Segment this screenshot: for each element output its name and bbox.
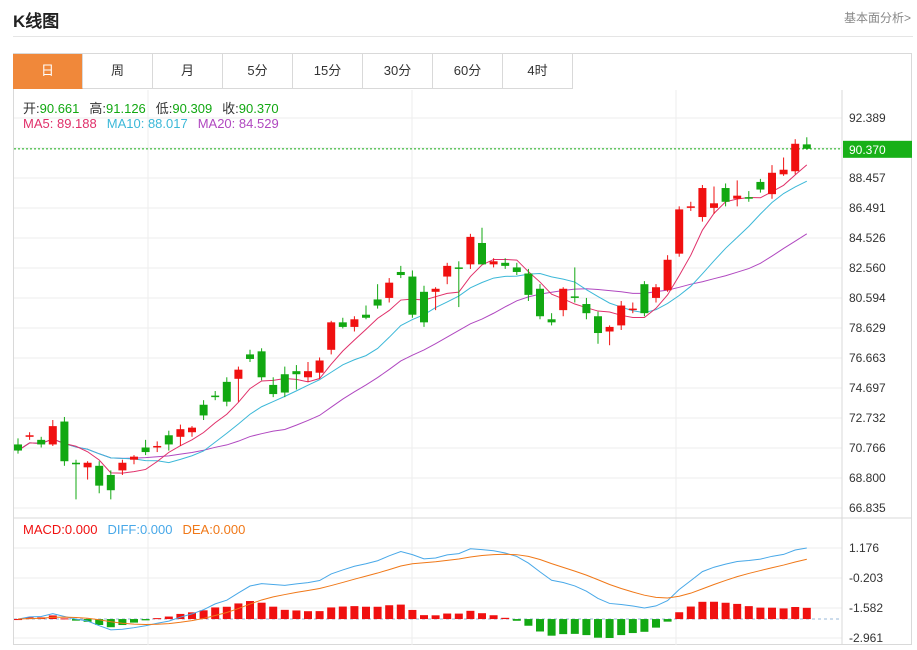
ma-readout: MA5: 89.188 MA10: 88.017 MA20: 84.529 [23, 116, 289, 131]
header-divider [13, 36, 913, 37]
tab-60min[interactable]: 60分 [433, 54, 503, 89]
page-title: K线图 [13, 12, 60, 31]
fundamental-analysis-link[interactable]: 基本面分析> [843, 11, 911, 25]
macd-readout: MACD:0.000 DIFF:0.000 DEA:0.000 [23, 522, 255, 537]
tab-15min[interactable]: 15分 [293, 54, 363, 89]
high-readout: 高:91.126 [89, 101, 146, 116]
tab-day[interactable]: 日 [13, 54, 83, 89]
ma20-readout: MA20: 84.529 [197, 116, 279, 131]
ohlc-readout: 开:90.661 高:91.126 低:90.309 收:90.370 [23, 98, 289, 117]
chart-frame [13, 53, 912, 645]
close-readout: 收:90.370 [222, 101, 279, 116]
macd-value-readout: MACD:0.000 [23, 522, 98, 537]
open-readout: 开:90.661 [23, 101, 80, 116]
diff-readout: DIFF:0.000 [107, 522, 173, 537]
tab-30min[interactable]: 30分 [363, 54, 433, 89]
tab-week[interactable]: 周 [83, 54, 153, 89]
tab-month[interactable]: 月 [153, 54, 223, 89]
tab-4hour[interactable]: 4时 [503, 54, 573, 89]
tab-5min[interactable]: 5分 [223, 54, 293, 89]
ma5-readout: MA5: 89.188 [23, 116, 97, 131]
ma10-readout: MA10: 88.017 [106, 116, 188, 131]
low-readout: 低:90.309 [155, 101, 213, 116]
period-tabs: 日 周 月 5分 15分 30分 60分 4时 [13, 54, 573, 89]
dea-readout: DEA:0.000 [182, 522, 246, 537]
